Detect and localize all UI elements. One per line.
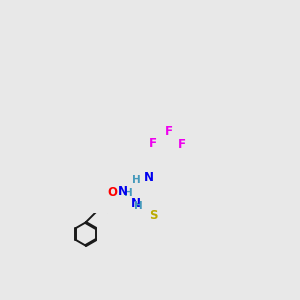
Text: F: F	[149, 137, 157, 150]
Text: N: N	[131, 197, 141, 210]
Text: S: S	[150, 209, 158, 222]
Text: H: H	[134, 202, 143, 212]
Text: O: O	[107, 186, 117, 199]
Text: H: H	[132, 175, 141, 184]
Text: H: H	[124, 188, 132, 198]
Text: N: N	[118, 185, 128, 198]
Text: N: N	[144, 171, 154, 184]
Text: F: F	[165, 125, 173, 138]
Text: F: F	[178, 138, 186, 151]
